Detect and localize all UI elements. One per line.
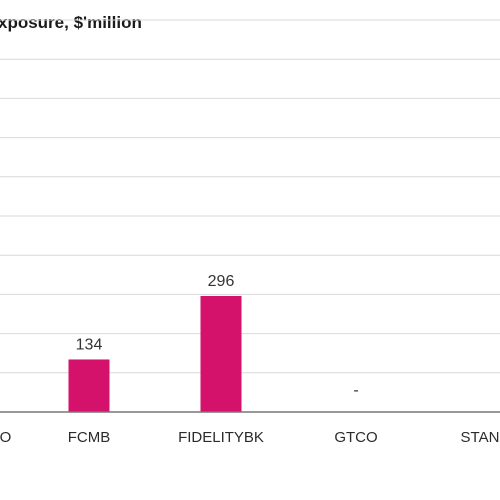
- data-label: 296: [208, 273, 235, 290]
- x-tick-labels: CO FCMB FIDELITYBK GTCO STANE: [0, 429, 500, 446]
- x-tick-label: FIDELITYBK: [178, 429, 264, 446]
- x-tick-label: CO: [0, 429, 11, 446]
- x-tick-label: STANE: [461, 429, 500, 446]
- chart-title: xposure, $'million: [0, 13, 142, 32]
- x-tick-label: FCMB: [68, 429, 111, 446]
- x-tick-label: GTCO: [334, 429, 377, 446]
- gridlines: [0, 19, 500, 374]
- bar-fcmb: [68, 359, 110, 412]
- bars: [68, 295, 242, 412]
- bar-fidelitybk: [200, 295, 242, 412]
- data-label: 134: [76, 336, 103, 353]
- data-label: -: [353, 382, 358, 399]
